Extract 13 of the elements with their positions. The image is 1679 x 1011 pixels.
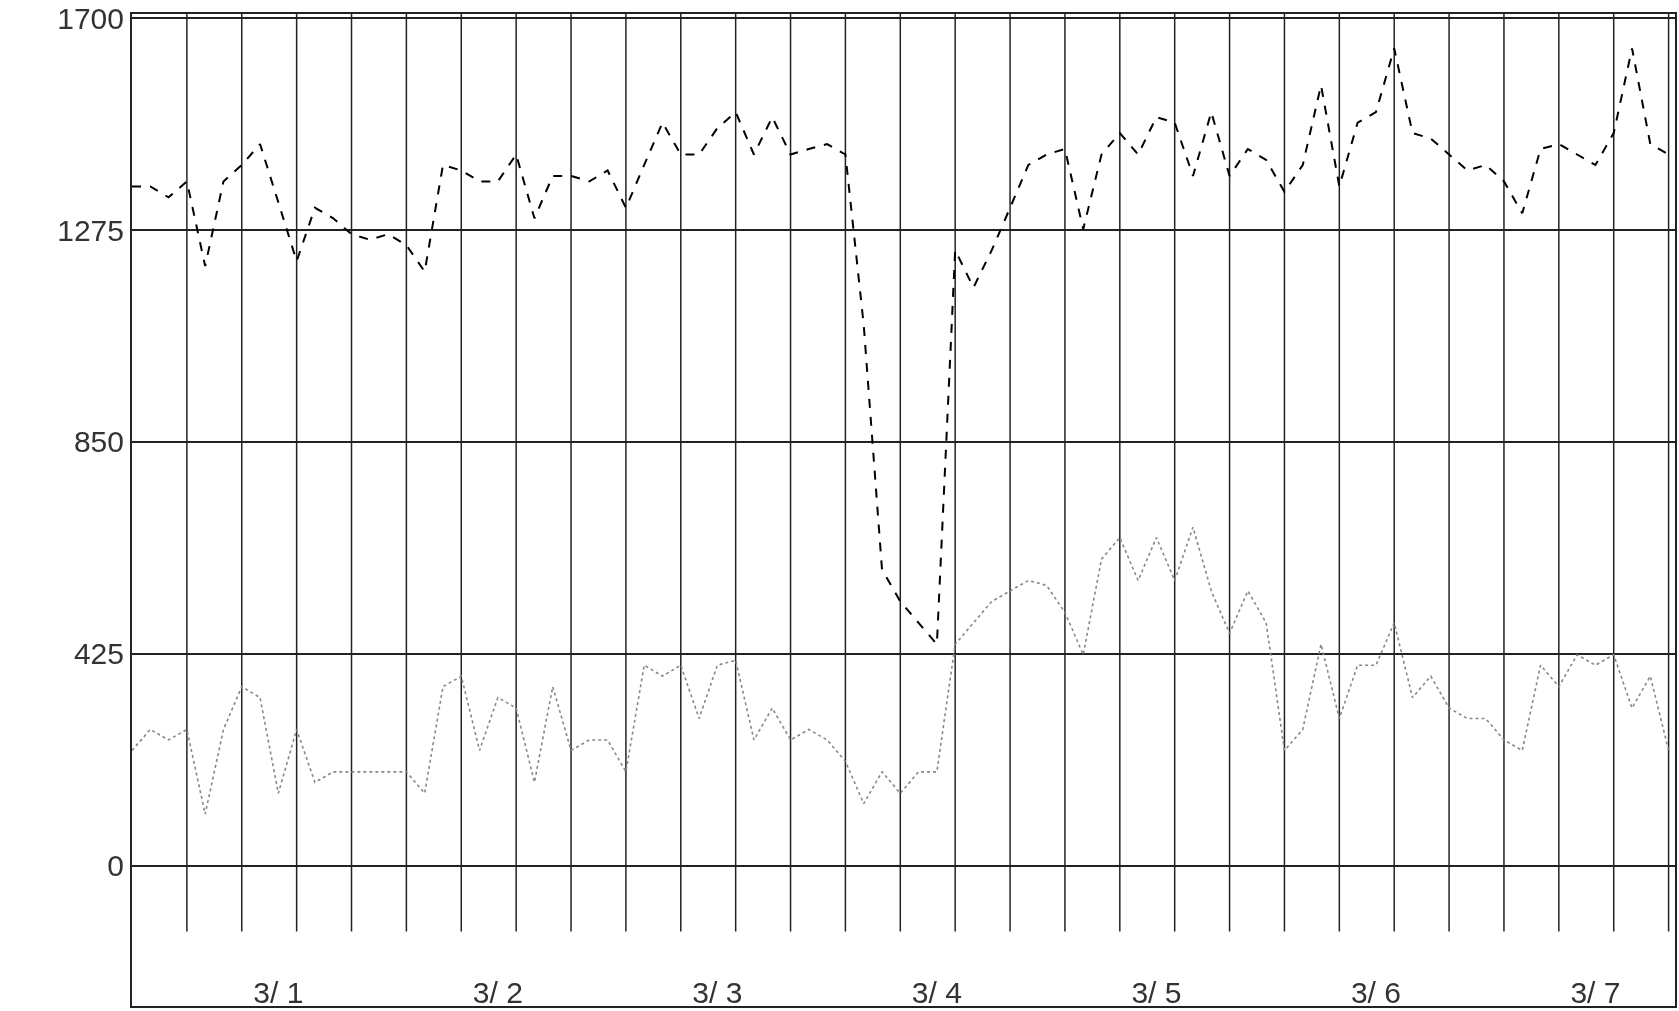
x-tick-label: 3/ 1 bbox=[253, 976, 304, 1009]
x-tick-label: 3/ 5 bbox=[1131, 976, 1182, 1009]
y-tick-label: 425 bbox=[73, 637, 124, 671]
x-tick-label: 3/ 2 bbox=[472, 976, 523, 1009]
y-tick-label: 850 bbox=[73, 425, 124, 459]
line-series bbox=[132, 526, 1670, 815]
x-tick-label: 3/ 3 bbox=[692, 976, 743, 1009]
x-tick-label: 3/ 4 bbox=[911, 976, 962, 1009]
y-tick-label: 1700 bbox=[57, 1, 124, 35]
y-tick-label: 1275 bbox=[57, 213, 124, 247]
x-tick-label: 3/ 6 bbox=[1350, 976, 1401, 1009]
x-tick-label: 3/ 7 bbox=[1570, 976, 1621, 1009]
y-tick-label: 0 bbox=[107, 849, 124, 882]
